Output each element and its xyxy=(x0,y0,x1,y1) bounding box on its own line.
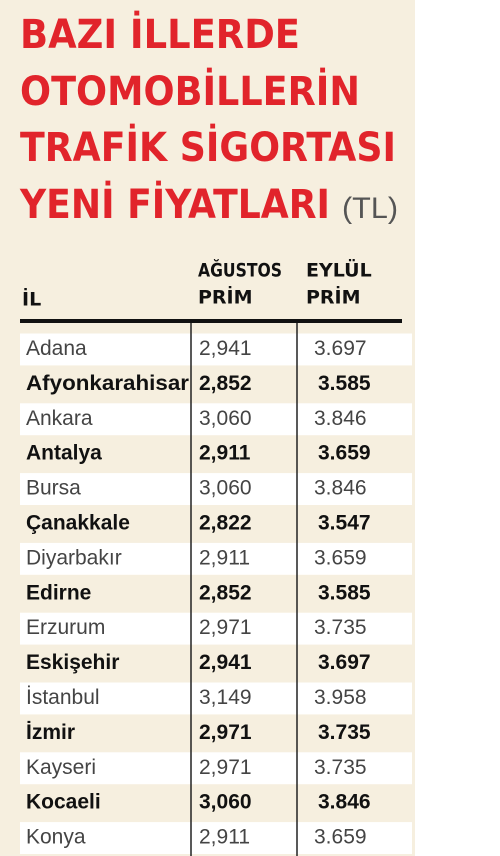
row-background xyxy=(20,822,412,854)
september-premium: 3.585 xyxy=(318,372,371,395)
province: Ankara xyxy=(26,407,93,430)
august-premium: 3,060 xyxy=(199,477,252,500)
september-premium: 3.659 xyxy=(318,442,371,465)
title-line: YENİ FİYATLARI xyxy=(19,180,330,228)
row-background xyxy=(20,682,412,715)
header-august: AĞUSTOS xyxy=(198,258,282,282)
september-premium: 3.697 xyxy=(314,337,367,360)
header-september: EYLÜL xyxy=(306,258,372,282)
september-premium: 3.735 xyxy=(314,756,367,779)
province: Konya xyxy=(26,826,86,849)
september-premium: 3.846 xyxy=(314,477,367,500)
province: Kocaeli xyxy=(26,791,101,814)
province: Çanakkale xyxy=(26,511,130,534)
header-province: İL xyxy=(22,287,41,311)
header-september: PRİM xyxy=(306,285,361,309)
august-premium: 3,060 xyxy=(199,791,252,814)
province: Eskişehir xyxy=(26,651,119,674)
august-premium: 2,941 xyxy=(199,651,252,674)
september-premium: 3.659 xyxy=(314,546,367,569)
province: Afyonkarahisar xyxy=(26,372,189,395)
september-premium: 3.735 xyxy=(318,721,371,744)
august-premium: 2,852 xyxy=(199,372,252,395)
header-august: PRİM xyxy=(198,285,253,309)
province: Diyarbakır xyxy=(26,546,122,569)
september-premium: 3.585 xyxy=(318,581,371,604)
september-premium: 3.697 xyxy=(318,651,371,674)
september-premium: 3.659 xyxy=(314,826,367,849)
row-background xyxy=(20,542,412,575)
august-premium: 2,911 xyxy=(199,826,250,849)
unit: (TL) xyxy=(342,192,398,225)
province: Kayseri xyxy=(26,756,96,779)
row-background xyxy=(20,612,412,645)
august-premium: 2,971 xyxy=(199,756,252,779)
province: İzmir xyxy=(26,721,75,744)
title-line: TRAFİK SİGORTASI xyxy=(20,123,396,171)
august-premium: 2,971 xyxy=(199,721,252,744)
rows: Adana 2,941 3.697 Afyonkarahisar 2,852 3.585 A… xyxy=(20,333,412,854)
september-premium: 3.958 xyxy=(314,686,367,709)
august-premium: 2,911 xyxy=(199,442,251,465)
province: Edirne xyxy=(26,581,91,604)
august-premium: 3,149 xyxy=(199,686,252,709)
province: Erzurum xyxy=(26,616,105,639)
row-background xyxy=(20,473,412,505)
row-background xyxy=(20,403,412,436)
title-line: OTOMOBİLLERİN xyxy=(20,67,360,115)
august-premium: 2,911 xyxy=(199,546,250,569)
august-premium: 2,941 xyxy=(199,337,252,360)
row-background xyxy=(20,333,412,366)
august-premium: 2,822 xyxy=(199,511,252,534)
province: Adana xyxy=(26,337,87,360)
august-premium: 3,060 xyxy=(199,407,252,430)
september-premium: 3.846 xyxy=(318,791,371,814)
province: Bursa xyxy=(26,477,81,500)
september-premium: 3.547 xyxy=(318,511,371,534)
province: Antalya xyxy=(26,442,102,465)
province: İstanbul xyxy=(26,686,100,709)
row-background xyxy=(20,752,412,785)
august-premium: 2,852 xyxy=(199,581,252,604)
august-premium: 2,971 xyxy=(199,616,252,639)
title-line: BAZI İLLERDE xyxy=(20,10,300,58)
september-premium: 3.735 xyxy=(314,616,367,639)
september-premium: 3.846 xyxy=(314,407,367,430)
